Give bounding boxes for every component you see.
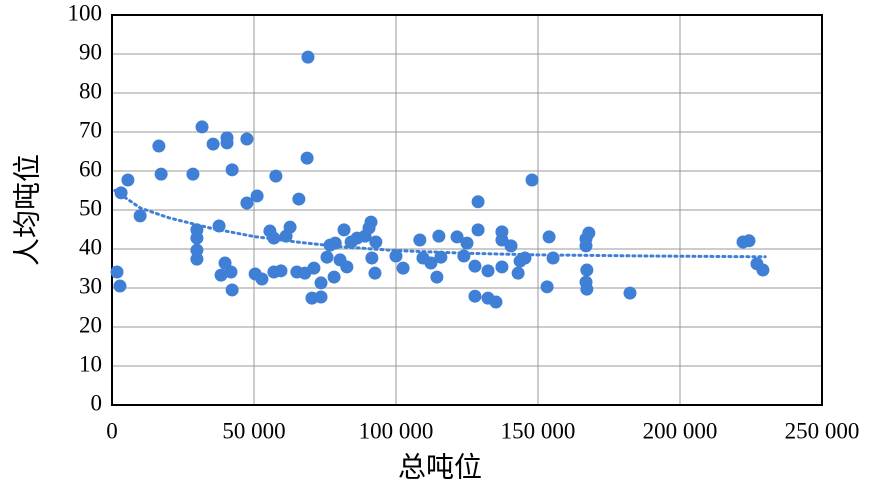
x-tick-label: 200 000	[643, 418, 718, 443]
point	[504, 239, 518, 253]
point	[225, 283, 239, 297]
point	[267, 231, 281, 245]
x-tick-label: 50 000	[222, 418, 285, 443]
point	[240, 132, 254, 146]
point	[320, 250, 334, 264]
y-tick-label: 10	[79, 351, 102, 376]
point	[471, 223, 485, 237]
x-axis-label: 总吨位	[398, 451, 482, 483]
point	[450, 230, 464, 244]
point	[337, 223, 351, 237]
point	[113, 279, 127, 293]
point	[224, 265, 238, 279]
y-tick-label: 90	[79, 39, 102, 64]
point	[525, 173, 539, 187]
point	[580, 282, 594, 296]
point	[225, 163, 239, 177]
point	[413, 233, 427, 247]
point	[110, 265, 124, 279]
point	[518, 251, 532, 265]
point	[579, 239, 593, 253]
point	[240, 196, 254, 210]
y-tick-label: 30	[79, 273, 102, 298]
y-tick-label: 40	[79, 234, 102, 259]
point	[340, 260, 354, 274]
y-tick-label: 80	[79, 78, 102, 103]
point	[220, 136, 234, 150]
point	[154, 167, 168, 181]
point	[432, 229, 446, 243]
point	[328, 236, 342, 250]
point	[468, 289, 482, 303]
point	[396, 261, 410, 275]
y-tick-label: 50	[79, 195, 102, 220]
y-tick-label: 0	[91, 390, 103, 415]
trendline	[113, 189, 767, 259]
point	[489, 295, 503, 309]
point	[369, 235, 383, 249]
point	[457, 249, 471, 263]
y-tick-label: 20	[79, 312, 102, 337]
point	[471, 195, 485, 209]
point	[274, 264, 288, 278]
point	[255, 272, 269, 286]
point	[214, 268, 228, 282]
point	[314, 276, 328, 290]
point	[301, 50, 315, 64]
point	[269, 169, 283, 183]
point	[314, 290, 328, 304]
point	[511, 266, 525, 280]
point	[190, 243, 204, 257]
point	[307, 261, 321, 275]
point	[468, 259, 482, 273]
point	[424, 256, 438, 270]
x-tick-label: 0	[106, 418, 118, 443]
point	[190, 252, 204, 266]
point	[206, 137, 220, 151]
x-tick-label: 250 000	[785, 418, 860, 443]
point	[742, 234, 756, 248]
point	[212, 219, 226, 233]
point	[133, 209, 147, 223]
point	[300, 151, 314, 165]
point	[580, 263, 594, 277]
y-axis-label: 人均吨位	[11, 154, 43, 266]
point	[623, 286, 637, 300]
point	[327, 270, 341, 284]
point	[389, 249, 403, 263]
point	[292, 192, 306, 206]
point	[756, 263, 770, 277]
point	[460, 236, 474, 250]
point	[434, 250, 448, 264]
point	[283, 220, 297, 234]
point	[152, 139, 166, 153]
point	[195, 120, 209, 134]
point	[481, 264, 495, 278]
y-tick-label: 60	[79, 156, 102, 181]
point	[540, 280, 554, 294]
point	[114, 186, 128, 200]
point	[542, 230, 556, 244]
point	[365, 251, 379, 265]
y-tick-label: 100	[68, 0, 103, 25]
point	[430, 270, 444, 284]
point	[368, 266, 382, 280]
point	[190, 231, 204, 245]
point	[250, 189, 264, 203]
point	[495, 260, 509, 274]
x-tick-label: 150 000	[501, 418, 576, 443]
x-tick-label: 100 000	[359, 418, 434, 443]
point	[121, 173, 135, 187]
point	[546, 251, 560, 265]
point	[582, 226, 596, 240]
point	[186, 167, 200, 181]
y-tick-label: 70	[79, 117, 102, 142]
plot-frame	[111, 14, 823, 406]
point	[364, 215, 378, 229]
